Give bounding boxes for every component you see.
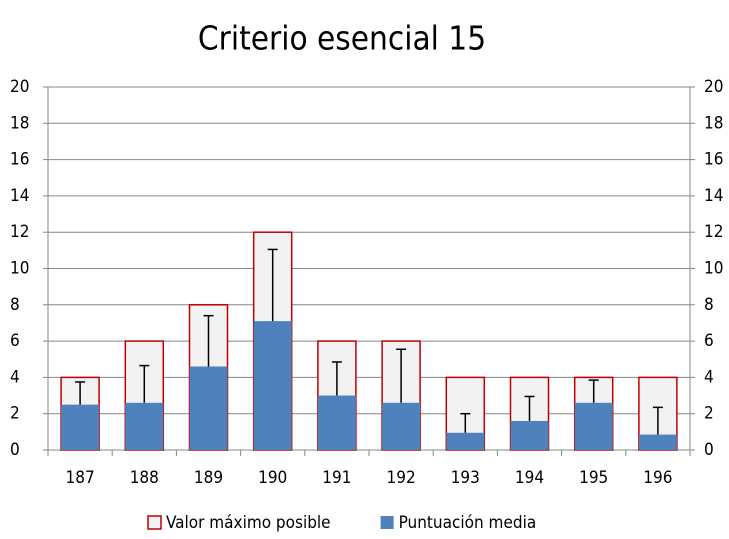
x-tick-label: 192 — [387, 468, 416, 488]
bar — [382, 402, 421, 450]
bar — [638, 434, 677, 450]
bar — [61, 404, 100, 450]
legend-swatch — [147, 515, 162, 530]
bar — [446, 432, 485, 450]
bar — [317, 395, 356, 450]
y2-tick-label: 14 — [704, 186, 723, 206]
bar — [253, 321, 292, 450]
y-tick-label: 2 — [10, 404, 20, 424]
x-tick-label: 193 — [451, 468, 480, 488]
y-tick-label: 16 — [10, 150, 29, 170]
y2-tick-label: 12 — [704, 222, 723, 242]
y-tick-label: 20 — [10, 77, 29, 97]
y-tick-label: 4 — [10, 367, 20, 387]
y-tick-label: 10 — [10, 259, 29, 279]
legend-swatch — [380, 516, 394, 529]
chart-title: Criterio esencial 15 — [198, 19, 486, 58]
y2-tick-label: 18 — [704, 113, 723, 133]
y2-tick-label: 2 — [704, 404, 714, 424]
y-tick-label: 12 — [10, 222, 29, 242]
x-tick-label: 194 — [515, 468, 544, 488]
x-tick-label: 191 — [322, 468, 351, 488]
y2-tick-label: 20 — [704, 77, 723, 97]
y2-tick-label: 6 — [704, 331, 714, 351]
x-tick-label: 188 — [130, 468, 159, 488]
x-tick-label: 189 — [194, 468, 223, 488]
legend-label: Valor máximo posible — [166, 513, 331, 533]
bar — [574, 402, 613, 450]
y-tick-label: 0 — [10, 440, 20, 460]
x-tick-label: 190 — [258, 468, 287, 488]
y-tick-label: 18 — [10, 113, 29, 133]
x-tick-label: 195 — [579, 468, 608, 488]
y-tick-label: 14 — [10, 186, 29, 206]
y-tick-label: 6 — [10, 331, 20, 351]
bar — [510, 420, 549, 450]
y2-tick-label: 4 — [704, 367, 714, 387]
y2-tick-label: 10 — [704, 259, 723, 279]
y2-tick-label: 16 — [704, 150, 723, 170]
y-tick-label: 8 — [10, 295, 20, 315]
x-tick-label: 196 — [643, 468, 672, 488]
bar — [125, 402, 164, 450]
y2-tick-label: 0 — [704, 440, 714, 460]
legend-label: Puntuación media — [399, 513, 537, 533]
x-tick-label: 187 — [66, 468, 95, 488]
y2-tick-label: 8 — [704, 295, 714, 315]
bar — [189, 366, 228, 450]
